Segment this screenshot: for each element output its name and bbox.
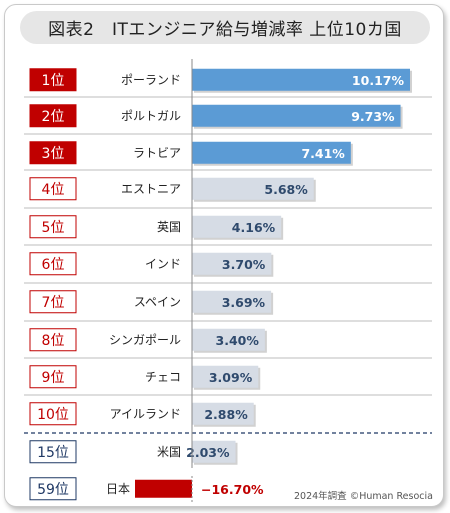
value-label: 3.09% [209, 370, 253, 385]
rank-badge [29, 252, 77, 276]
value-label: 2.03% [186, 445, 230, 460]
bar [192, 177, 314, 200]
rank-label: 15位 [37, 445, 69, 461]
value-label: 3.69% [222, 295, 266, 310]
country-label: 日本 [106, 482, 130, 496]
country-label: ポルトガル [121, 109, 181, 123]
rank-label: 8位 [42, 333, 65, 349]
value-label: 7.41% [301, 146, 345, 161]
country-label: インド [145, 257, 181, 271]
source-note: 2024年調査 ©Human Resocia [294, 490, 433, 502]
rank-badge [29, 440, 77, 464]
value-label: 3.70% [222, 257, 266, 272]
value-label: 2.88% [204, 407, 248, 422]
bar [192, 365, 259, 388]
rank-badge [29, 215, 77, 239]
rank-badge [29, 328, 77, 352]
value-label: 9.73% [351, 109, 395, 124]
rank-label: 4位 [42, 182, 65, 198]
rank-label: 10位 [37, 407, 69, 423]
bar [192, 68, 410, 91]
country-label: エストニア [121, 182, 181, 196]
rank-badge [29, 141, 77, 165]
rank-label: 2位 [42, 109, 65, 125]
country-label: スペイン [134, 295, 181, 309]
bar [192, 440, 236, 463]
bar [192, 328, 265, 351]
country-label: ポーランド [121, 73, 181, 87]
rank-label: 3位 [42, 146, 65, 162]
rank-badge [29, 104, 77, 128]
country-label: シンガポール [109, 333, 181, 347]
value-label: 10.17% [352, 73, 405, 88]
value-label: 5.68% [264, 182, 308, 197]
country-label: ラトビア [133, 146, 181, 160]
value-label: 3.40% [216, 333, 260, 348]
rank-label: 59位 [37, 482, 69, 498]
rank-badge [29, 177, 77, 201]
chart-title: 図表2 ITエンジニア給与増減率 上位10カ国 [20, 11, 430, 44]
bar [192, 104, 401, 127]
rank-label: 1位 [42, 73, 65, 89]
value-label: 4.16% [232, 220, 276, 235]
rank-badge [29, 68, 77, 92]
bar [192, 290, 272, 313]
rank-badge [29, 290, 77, 314]
rank-label: 7位 [42, 295, 65, 311]
bar [192, 252, 272, 275]
rank-badge [29, 402, 77, 426]
rank-label: 9位 [42, 370, 65, 386]
country-label: チェコ [145, 370, 181, 384]
bar [192, 215, 282, 238]
bar [192, 141, 351, 164]
country-label: アイルランド [110, 407, 181, 421]
bar [135, 479, 192, 498]
value-label: −16.70% [201, 482, 264, 497]
bar [192, 402, 254, 425]
country-label: 英国 [157, 220, 181, 234]
rank-badge [29, 365, 77, 389]
country-label: 米国 [157, 445, 181, 459]
rank-label: 6位 [42, 257, 65, 273]
rank-label: 5位 [42, 220, 65, 236]
rank-badge [29, 477, 77, 501]
